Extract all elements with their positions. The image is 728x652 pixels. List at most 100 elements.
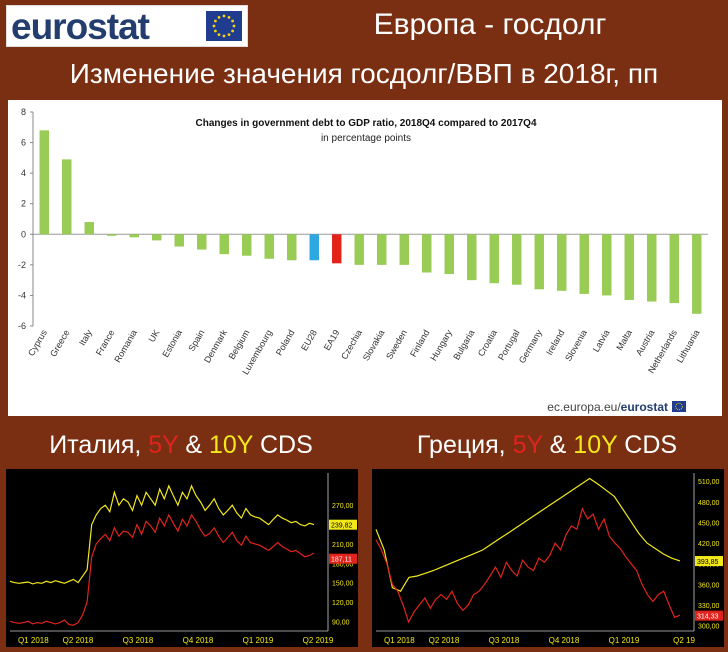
italy-cds-chart: 270,00240,00210,00180,00150,00120,0090,0…	[6, 469, 358, 647]
greece-series-10y	[375, 477, 681, 592]
bar-eu28	[309, 234, 319, 261]
x-tick-label: Greece	[48, 328, 71, 359]
greece-series-5y	[375, 507, 681, 624]
bar-italy	[84, 222, 94, 235]
bar-cyprus	[39, 130, 49, 235]
bar-croatia	[489, 234, 499, 284]
greece-last-value-box	[695, 556, 723, 567]
y-tick-label: -2	[18, 260, 26, 270]
bar-latvia	[602, 234, 612, 296]
bar-slovenia	[579, 234, 589, 294]
x-tick-label: Latvia	[591, 328, 612, 354]
greece-x-tick-label: Q1 2019	[609, 636, 640, 645]
greece-x-tick-label: Q1 2018	[384, 636, 415, 645]
x-tick-label: Belgium	[227, 328, 252, 361]
greece-x-tick-label: Q3 2018	[489, 636, 520, 645]
italy-x-tick-label: Q4 2018	[183, 636, 214, 645]
bar-poland	[287, 234, 297, 261]
x-tick-label: Malta	[614, 328, 634, 352]
greece-x-tick-label: Q2 19	[673, 636, 695, 645]
greece-y-tick-label: 360,00	[698, 582, 720, 589]
italy-last-value-label: 187,11	[331, 557, 352, 564]
x-tick-label: Romania	[112, 328, 139, 364]
y-tick-label: 6	[21, 138, 26, 148]
bar-france	[107, 234, 117, 236]
x-tick-label: Ireland	[544, 328, 566, 357]
y-tick-label: 4	[21, 168, 26, 178]
eu-flag-icon	[206, 11, 242, 41]
italy-x-tick-label: Q3 2018	[123, 636, 154, 645]
bar-denmark	[219, 234, 229, 255]
x-tick-label: EU28	[299, 328, 319, 352]
bar-finland	[422, 234, 432, 273]
bar-spain	[197, 234, 207, 250]
greece-y-tick-label: 480,00	[698, 500, 720, 507]
greece-y-tick-label: 510,00	[698, 479, 720, 486]
page-title: Европа - госдолг	[373, 8, 607, 41]
chart-title: Changes in government debt to GDP ratio,…	[195, 118, 536, 129]
greece-title-5y: 5Y	[512, 431, 543, 459]
greece-x-tick-label: Q2 2018	[429, 636, 460, 645]
greece-cds-chart: 510,00480,00450,00420,00390,00360,00330,…	[372, 469, 724, 647]
bar-luxembourg	[264, 234, 274, 259]
x-tick-label: Bulgaria	[451, 328, 476, 362]
bar-lithuania	[692, 234, 702, 314]
italy-title-10y: 10Y	[208, 431, 254, 459]
x-tick-label: Slovenia	[563, 328, 589, 363]
bar-romania	[129, 234, 139, 238]
greece-y-tick-label: 300,00	[698, 624, 720, 631]
greece-x-tick-label: Q4 2018	[549, 636, 580, 645]
greece-last-value-label: 393,85	[697, 559, 719, 566]
italy-series-10y	[9, 484, 315, 585]
italy-y-tick-label: 120,00	[332, 600, 354, 607]
italy-last-value-box	[329, 519, 357, 530]
bar-hungary	[444, 234, 454, 275]
source-label: ec.europa.eu/eurostat	[547, 400, 668, 414]
greece-title-country: Греция,	[416, 431, 513, 459]
bar-portugal	[512, 234, 522, 285]
debt-change-bar-chart: -6 -4 -2 0 2 4 6 8 Cyprus Greece Italy FranceRomani…	[18, 107, 708, 414]
bar-uk	[152, 234, 162, 241]
italy-title-country: Италия,	[49, 431, 149, 459]
bar-slovakia	[377, 234, 387, 265]
chart-subtitle: in percentage points	[321, 133, 411, 144]
x-tick-label: UK	[147, 328, 162, 344]
y-tick-label: -6	[18, 321, 26, 331]
y-tick-label: 0	[21, 229, 26, 239]
bar-ea19	[332, 234, 342, 264]
main-chart-panel: -6 -4 -2 0 2 4 6 8 Cyprus Greece Italy France Romani…	[8, 100, 722, 416]
x-tick-label: Sweden	[384, 328, 409, 361]
eurostat-logo: eurostat	[6, 5, 248, 47]
x-tick-label: Hungary	[428, 328, 454, 363]
greece-last-value-label: 314,33	[697, 614, 719, 621]
y-tick-label: -4	[18, 290, 26, 300]
greece-y-tick-label: 450,00	[698, 520, 720, 527]
bar-greece	[62, 159, 72, 235]
greece-cds-title: Греция, 5Y & 10Y CDS	[366, 424, 728, 466]
bar-estonia	[174, 234, 184, 247]
x-tick-label: Czechia	[339, 328, 364, 361]
italy-x-tick-label: Q1 2018	[18, 636, 49, 645]
italy-cds-panel: Италия, 5Y & 10Y CDS 270,00240,00210,001…	[0, 424, 362, 649]
italy-y-tick-label: 210,00	[332, 542, 354, 549]
greece-title-amp: &	[542, 431, 574, 459]
greece-title-cds: CDS	[617, 431, 678, 459]
italy-last-value-box	[329, 553, 357, 564]
bar-netherlands	[669, 234, 679, 304]
eu-flag-icon	[672, 401, 686, 412]
bar-germany	[534, 234, 544, 290]
italy-title-cds: CDS	[253, 431, 313, 459]
page-subtitle: Изменение значения госдолг/ВВП в 2018г, …	[69, 58, 659, 89]
y-tick-label: 2	[21, 199, 26, 209]
italy-cds-title: Италия, 5Y & 10Y CDS	[0, 424, 362, 466]
italy-title-amp: &	[178, 431, 209, 459]
x-tick-label: France	[94, 328, 117, 357]
x-tick-label: Cyprus	[26, 328, 49, 358]
greece-y-tick-label: 330,00	[698, 603, 720, 610]
x-tick-label: Estonia	[160, 328, 184, 359]
x-tick-label: EA19	[322, 328, 342, 352]
x-tick-label: Croatia	[476, 328, 499, 358]
bar-belgium	[242, 234, 252, 256]
italy-x-tick-label: Q2 2019	[303, 636, 334, 645]
italy-last-value-label: 239,82	[331, 523, 353, 530]
